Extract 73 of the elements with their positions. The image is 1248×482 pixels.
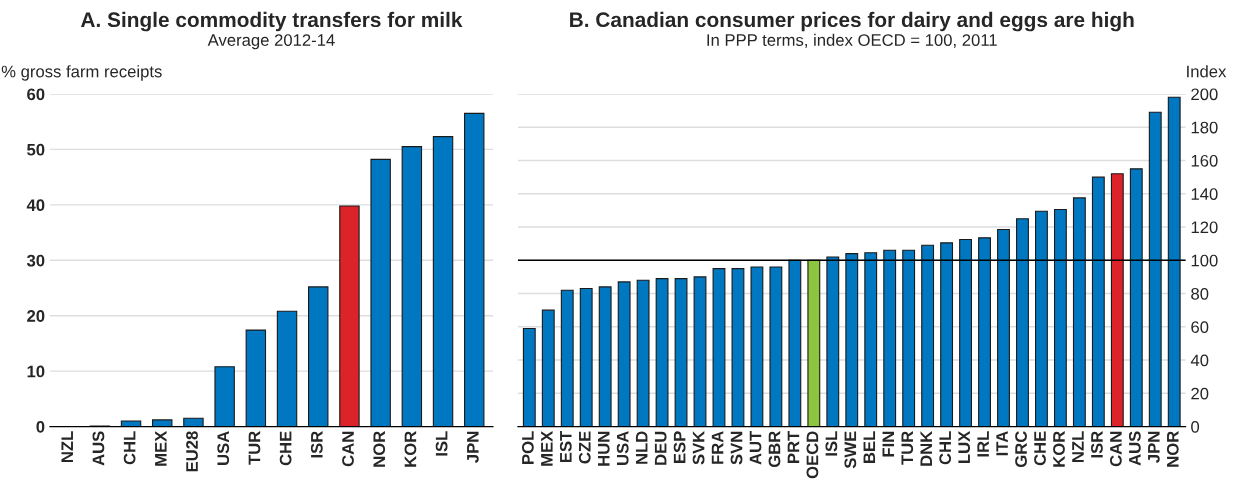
y-tick-label: 20 <box>27 310 45 322</box>
chart-title: B. Canadian consumer prices for dairy and eggs are high <box>570 11 1134 32</box>
y-tick-label: 60 <box>27 88 45 101</box>
x-tick-label: TUR <box>901 431 914 465</box>
y2-tick-label: 0 <box>1191 420 1200 433</box>
x-tick-label: ISR <box>310 431 323 458</box>
y2-tick-label: 120 <box>1191 221 1218 234</box>
x-tick-label: SWE <box>844 431 857 469</box>
x-tick-label: SVK <box>692 430 705 465</box>
x-tick-label: NLD <box>635 431 648 464</box>
x-tick-label: CAN <box>342 431 354 467</box>
x-tick-label: GRC <box>1015 431 1027 468</box>
x-tick-label: CHE <box>279 431 292 466</box>
x-tick-label: NZL <box>61 431 73 463</box>
y-tick-label: 50 <box>27 143 45 156</box>
x-tick-label: USA <box>616 431 629 465</box>
x-tick-label: SVN <box>730 431 743 465</box>
x-tick-label: AUT <box>749 430 762 465</box>
x-tick-label: POL <box>521 431 534 464</box>
y2-axis-title: Index <box>1187 65 1227 78</box>
y-tick-label: 40 <box>26 199 45 212</box>
x-tick-label: DNK <box>920 430 932 466</box>
x-tick-label: PRT <box>787 430 800 463</box>
y2-tick-label: 80 <box>1191 287 1209 300</box>
y2-tick-label: 60 <box>1191 321 1209 333</box>
y2-tick-label: 140 <box>1191 188 1218 200</box>
x-tick-label: MEX <box>541 430 553 466</box>
x-tick-label: ESP <box>673 431 686 463</box>
x-tick-label: JPN <box>467 431 479 463</box>
y2-tick-label: 100 <box>1191 254 1218 267</box>
x-tick-label: CHE <box>1034 431 1046 466</box>
x-tick-label: CHL <box>939 431 952 465</box>
x-tick-label: DEU <box>654 431 667 465</box>
x-tick-label: IRL <box>977 431 989 457</box>
x-tick-label: NOR <box>373 431 386 467</box>
y2-tick-label: 40 <box>1190 354 1209 367</box>
x-tick-label: AUS <box>1128 431 1141 466</box>
x-tick-label: GBR <box>768 431 781 468</box>
x-tick-label: OECD <box>806 431 819 479</box>
x-tick-label: CZE <box>578 431 591 464</box>
x-tick-label: USA <box>217 431 230 465</box>
x-tick-label: BEL <box>863 431 876 463</box>
y-tick-label: 10 <box>27 365 45 378</box>
x-tick-label: JPN <box>1148 431 1160 463</box>
chart-title: A. Single commodity transfers for milk <box>80 11 463 32</box>
y2-tick-label: 200 <box>1191 88 1218 101</box>
x-tick-label: LUX <box>958 430 971 463</box>
x-tick-label: KOR <box>1053 431 1065 467</box>
x-tick-label: ISR <box>1091 431 1103 458</box>
y-axis-title: % gross farm receipts <box>1 65 162 81</box>
x-tick-label: MEX <box>155 430 167 466</box>
chart-subtitle: In PPP terms, index OECD = 100, 2011 <box>707 33 997 48</box>
chart-subtitle: Average 2012-14 <box>207 34 335 50</box>
y-tick-label: 0 <box>36 420 45 433</box>
x-tick-label: NZL <box>1072 431 1084 463</box>
x-tick-label: TUR <box>248 431 261 465</box>
x-tick-label: ITA <box>996 431 1008 456</box>
x-tick-label: FRA <box>711 431 724 464</box>
x-tick-label: EST <box>559 430 572 463</box>
x-tick-label: ISL <box>435 431 448 456</box>
x-tick-label: CAN <box>1109 431 1122 467</box>
x-tick-label: HUN <box>598 431 610 466</box>
y2-tick-label: 160 <box>1191 154 1218 167</box>
x-tick-label: FIN <box>882 431 895 457</box>
x-tick-label: NOR <box>1166 431 1179 467</box>
x-tick-label: EU28 <box>186 431 198 472</box>
x-tick-label: ISL <box>825 431 838 456</box>
y2-tick-label: 20 <box>1191 387 1209 400</box>
x-tick-label: CHL <box>123 431 136 465</box>
y2-tick-label: 180 <box>1191 121 1218 134</box>
y-tick-label: 30 <box>26 254 45 267</box>
x-tick-label: KOR <box>404 431 417 467</box>
x-tick-label: AUS <box>92 431 105 466</box>
